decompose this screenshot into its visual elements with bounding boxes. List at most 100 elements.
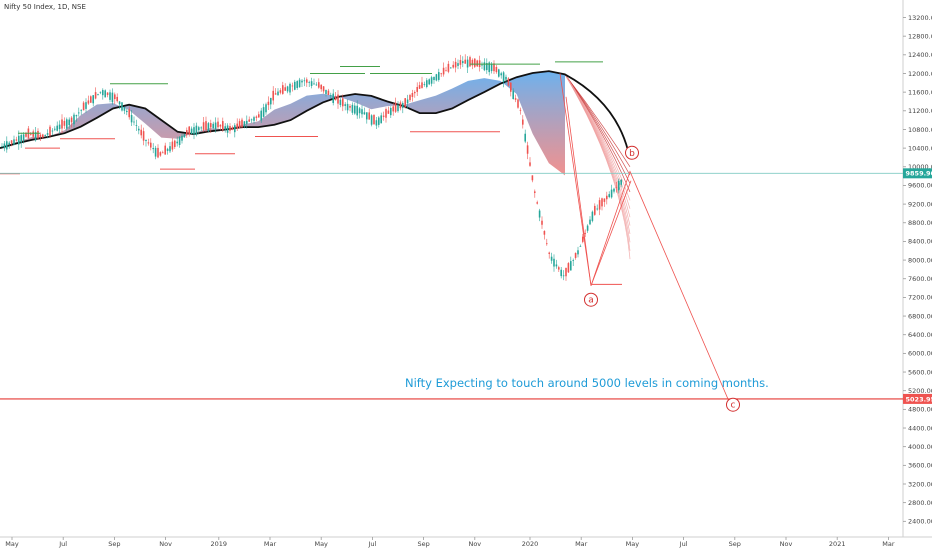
candle-body (207, 123, 210, 132)
candle-body (260, 110, 262, 121)
candle-body (351, 104, 354, 113)
candle-body (102, 89, 104, 96)
candle-body (248, 119, 250, 122)
candle-body (126, 110, 128, 113)
candle-body (553, 258, 555, 267)
candle-body (366, 112, 368, 120)
candle-body (411, 93, 414, 97)
candle-body (358, 108, 361, 114)
candle-body (495, 66, 498, 73)
candle-body (32, 131, 34, 137)
candle-body (620, 179, 622, 185)
candle-body (1, 146, 3, 148)
y-tick-label: 12000.00 (908, 70, 932, 78)
candle-body (87, 100, 90, 104)
candle-body (210, 123, 212, 128)
candle-body (502, 72, 505, 83)
candle-body (258, 114, 260, 118)
wave-label-b: b (629, 149, 635, 159)
candle-body (121, 102, 123, 111)
candle-body (66, 119, 68, 129)
candle-body (354, 105, 356, 114)
x-tick-label: Nov (780, 540, 793, 548)
candle-body (466, 59, 469, 68)
candle-body (613, 188, 615, 192)
x-tick-label: Nov (159, 540, 172, 548)
candle-body (171, 141, 174, 150)
candle-body (582, 236, 584, 242)
candle-body (608, 194, 610, 198)
candle-body (404, 98, 406, 107)
candle-body (176, 141, 178, 144)
candle-body (507, 78, 510, 86)
y-tick-label: 11600.00 (908, 88, 932, 96)
x-tick-label: May (5, 540, 19, 548)
candle-body (104, 90, 106, 98)
candle-body (315, 84, 318, 86)
candle-body (291, 85, 294, 87)
candle-body (591, 211, 594, 221)
candle-body (147, 142, 150, 144)
candle-body (178, 136, 181, 145)
candle-body (543, 230, 546, 235)
wave-line (590, 180, 632, 286)
candle-body (190, 128, 193, 135)
candle-body (406, 99, 409, 104)
candle-body (327, 90, 330, 95)
candle-body (229, 126, 231, 131)
candle-body (236, 123, 238, 129)
candle-body (414, 92, 416, 94)
candle-body (145, 139, 147, 142)
candle-body (342, 98, 344, 107)
candle-body (138, 128, 140, 131)
y-tick-label: 4000.00 (908, 443, 932, 451)
candle-body (6, 141, 8, 150)
candle-body (289, 83, 291, 93)
candle-body (37, 130, 39, 139)
candle-body (262, 107, 265, 117)
candle-body (546, 243, 548, 245)
candle-body (63, 120, 66, 126)
y-tick-label: 4400.00 (908, 424, 932, 432)
x-tick-label: Mar (264, 540, 277, 548)
y-tick-label: 3200.00 (908, 480, 932, 488)
x-tick-label: 2020 (522, 540, 539, 548)
candle-body (39, 134, 42, 137)
y-tick-label: 8000.00 (908, 256, 932, 264)
price-tag-label: 9859.90 (906, 170, 932, 178)
candle-body (49, 126, 51, 136)
candle-body (142, 131, 145, 141)
candle-body (78, 112, 80, 114)
candle-body (109, 92, 111, 100)
candle-body (152, 148, 154, 150)
candle-body (166, 148, 169, 151)
candle-body (70, 117, 73, 123)
price-tag (903, 168, 932, 179)
price-tag-label: 5023.95 (906, 395, 932, 403)
candle-body (514, 98, 517, 100)
candle-body (303, 80, 306, 82)
candle-body (54, 128, 56, 130)
candle-body (346, 103, 349, 111)
candle-body (418, 85, 421, 89)
candle-body (250, 119, 253, 121)
candle-body (428, 79, 430, 85)
candle-body (224, 126, 226, 130)
candle-body (339, 99, 342, 106)
candle-body (488, 62, 490, 73)
y-tick-label: 8400.00 (908, 238, 932, 246)
candle-body (92, 95, 94, 104)
candle-body (186, 130, 188, 135)
candle-body (385, 109, 387, 118)
x-tick-label: Jul (367, 540, 376, 548)
y-tick-label: 11200.00 (908, 107, 932, 115)
y-tick-label: 6000.00 (908, 350, 932, 358)
candle-body (133, 121, 135, 123)
y-tick-label: 3600.00 (908, 462, 932, 470)
x-tick-label: Mar (575, 540, 588, 548)
candle-body (565, 267, 567, 277)
candle-body (157, 147, 159, 158)
candle-body (572, 260, 574, 261)
